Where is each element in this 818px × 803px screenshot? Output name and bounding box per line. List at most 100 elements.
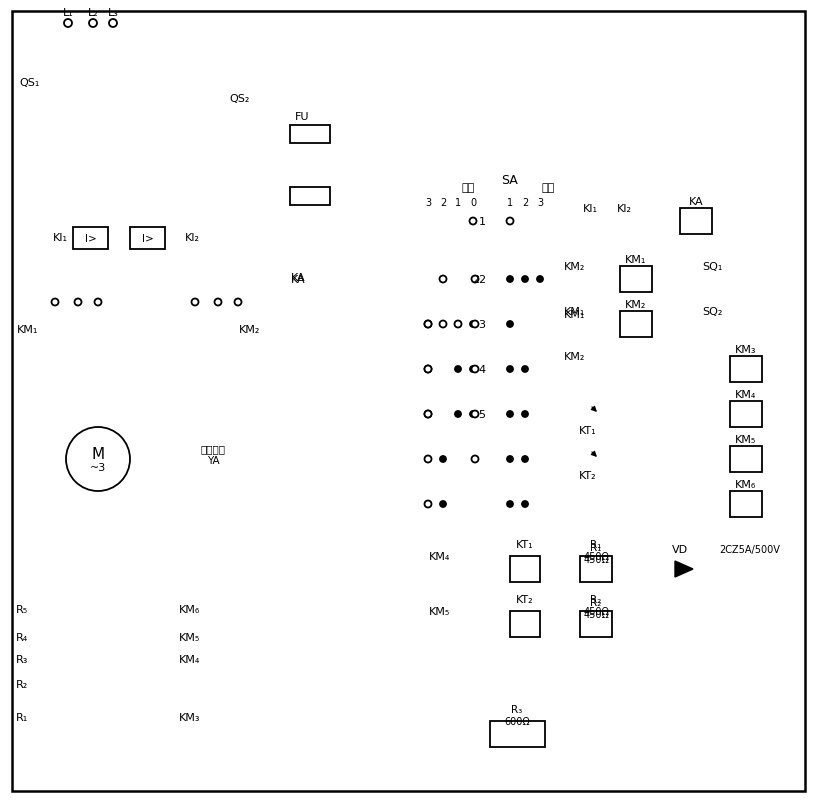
Circle shape: [470, 366, 476, 373]
Bar: [490, 721, 545, 747]
Text: KM₅: KM₅: [179, 632, 200, 642]
Text: 正向: 正向: [542, 183, 555, 193]
Circle shape: [109, 20, 117, 28]
Text: KM₆: KM₆: [179, 604, 200, 614]
Bar: [130, 228, 165, 250]
Text: 600Ω: 600Ω: [504, 716, 530, 726]
Circle shape: [537, 277, 543, 283]
Text: R₂: R₂: [591, 594, 601, 604]
Text: L₃: L₃: [107, 8, 119, 18]
Text: KM₁: KM₁: [564, 307, 586, 316]
Circle shape: [440, 501, 446, 507]
Text: SQ₁: SQ₁: [702, 262, 722, 271]
Text: QS₁: QS₁: [20, 78, 40, 88]
Circle shape: [439, 276, 447, 283]
Circle shape: [507, 411, 513, 418]
Text: KA: KA: [290, 273, 305, 283]
Circle shape: [425, 456, 432, 463]
Circle shape: [506, 218, 514, 225]
Text: KM₄: KM₄: [735, 389, 757, 400]
Circle shape: [439, 321, 447, 328]
Text: R₄: R₄: [16, 632, 28, 642]
Circle shape: [425, 501, 432, 507]
Circle shape: [52, 300, 59, 306]
Circle shape: [471, 366, 479, 373]
Text: KM₂: KM₂: [625, 300, 647, 310]
Text: 2: 2: [522, 198, 528, 208]
Text: KM₆: KM₆: [735, 479, 757, 489]
Bar: [730, 357, 762, 382]
Text: KA: KA: [290, 275, 305, 284]
Circle shape: [507, 277, 513, 283]
Text: 1: 1: [507, 198, 513, 208]
Text: R₃: R₃: [16, 654, 28, 664]
Text: VD: VD: [672, 544, 688, 554]
Text: R₁: R₁: [591, 540, 602, 549]
Circle shape: [66, 427, 130, 491]
Text: M: M: [92, 447, 105, 462]
Text: 450Ω: 450Ω: [583, 552, 609, 561]
Text: I>: I>: [142, 234, 154, 243]
Circle shape: [214, 300, 222, 306]
Text: SQ₂: SQ₂: [702, 307, 722, 316]
Text: 450Ω: 450Ω: [583, 606, 609, 616]
Text: 2: 2: [440, 198, 446, 208]
Circle shape: [471, 456, 479, 463]
Text: KT₁: KT₁: [579, 426, 597, 435]
Text: 2: 2: [479, 275, 486, 284]
Circle shape: [191, 300, 199, 306]
Circle shape: [522, 501, 528, 507]
Circle shape: [471, 276, 479, 283]
Circle shape: [522, 456, 528, 463]
Text: 2: 2: [473, 275, 479, 284]
Text: KT₂: KT₂: [579, 471, 597, 480]
Text: R₁: R₁: [16, 712, 28, 722]
Circle shape: [522, 366, 528, 373]
Circle shape: [471, 411, 479, 418]
Circle shape: [425, 501, 431, 507]
Bar: [510, 611, 540, 638]
Text: QS₂: QS₂: [230, 94, 250, 104]
Text: KM₅: KM₅: [429, 606, 451, 616]
Text: KM₄: KM₄: [179, 654, 200, 664]
Text: KM₁: KM₁: [625, 255, 647, 265]
Polygon shape: [675, 561, 693, 577]
Text: KM₅: KM₅: [735, 434, 757, 444]
Text: KM₃: KM₃: [179, 712, 200, 722]
Circle shape: [522, 277, 528, 283]
Circle shape: [425, 321, 432, 328]
Text: 4: 4: [479, 365, 486, 374]
Circle shape: [455, 411, 461, 418]
Text: ~3: ~3: [90, 463, 106, 472]
Text: 1: 1: [455, 198, 461, 208]
Text: 3: 3: [425, 198, 431, 208]
Bar: [730, 402, 762, 427]
Text: 接制动器
YA: 接制动器 YA: [200, 443, 226, 465]
Text: KI₂: KI₂: [617, 204, 631, 214]
Text: R₅: R₅: [16, 604, 28, 614]
Text: KT₂: KT₂: [516, 594, 534, 604]
Text: FU: FU: [294, 112, 309, 122]
Circle shape: [425, 366, 432, 373]
Text: KT₁: KT₁: [516, 540, 534, 549]
Circle shape: [440, 456, 446, 463]
Circle shape: [507, 366, 513, 373]
Text: SA: SA: [501, 173, 519, 186]
Text: 1: 1: [479, 217, 486, 226]
Text: 3: 3: [479, 320, 486, 329]
Text: 3: 3: [537, 198, 543, 208]
Circle shape: [425, 456, 431, 463]
Text: R₁: R₁: [591, 542, 602, 552]
Bar: [290, 188, 330, 206]
Text: KM₃: KM₃: [735, 344, 757, 355]
Bar: [620, 267, 652, 292]
Text: KA: KA: [689, 197, 703, 206]
Circle shape: [425, 321, 432, 328]
Circle shape: [507, 501, 513, 507]
Bar: [580, 611, 612, 638]
Text: L₂: L₂: [88, 8, 98, 18]
Text: L₁: L₁: [63, 8, 74, 18]
Text: KI₁: KI₁: [53, 233, 68, 243]
Circle shape: [64, 20, 72, 28]
Text: 0: 0: [470, 198, 476, 208]
